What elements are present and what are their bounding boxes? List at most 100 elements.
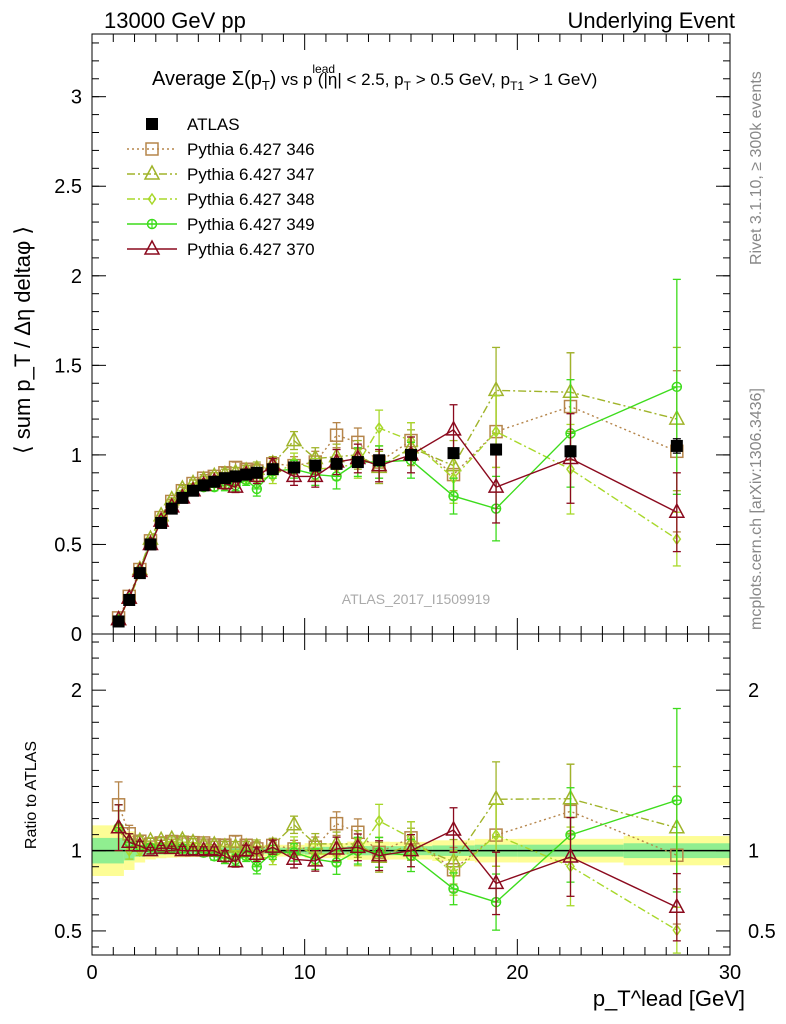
main-ytick-label: 0: [71, 624, 82, 646]
legend-item: ATLAS: [146, 115, 240, 134]
legend: ATLAS Pythia 6.427 346 Pythia 6.427 347 Pyt…: [127, 115, 315, 259]
data-point: [668, 897, 686, 913]
series-atlas: [112, 438, 683, 628]
data-point: [670, 439, 683, 452]
data-point: [349, 837, 367, 854]
data-point: [197, 479, 210, 492]
data-point: [112, 615, 125, 628]
data-point: [490, 443, 503, 456]
data-point: [187, 484, 200, 497]
header-right: Underlying Event: [567, 8, 735, 33]
data-point: [208, 475, 221, 488]
data-point: [124, 844, 134, 857]
data-point: [491, 425, 501, 438]
legend-item: Pythia 6.427 348: [127, 190, 315, 209]
data-point: [330, 457, 343, 470]
xtick-label: 10: [294, 962, 316, 984]
data-point: [144, 538, 157, 551]
legend-label: Pythia 6.427 346: [187, 140, 315, 159]
data-point: [206, 841, 223, 857]
ratio-ytick-label: 0.5: [54, 921, 82, 943]
data-point: [227, 852, 244, 868]
data-point: [329, 428, 344, 442]
ratio-ytick-label: 1: [71, 841, 82, 863]
legend-marker: [143, 164, 161, 180]
series-line: [117, 389, 678, 620]
data-point: [195, 841, 212, 857]
data-point: [227, 477, 244, 493]
data-point: [374, 814, 384, 828]
data-point: [351, 456, 364, 469]
data-point: [123, 593, 136, 606]
data-point: [251, 861, 263, 872]
legend-marker: [145, 142, 159, 156]
data-point: [216, 846, 234, 862]
data-point: [240, 468, 253, 481]
data-point: [120, 832, 138, 848]
data-point: [251, 483, 263, 495]
series-pythia-6-427-349: [113, 278, 683, 625]
data-point: [285, 849, 303, 866]
data-point: [285, 430, 303, 447]
data-point: [491, 828, 501, 842]
data-point: [668, 502, 686, 518]
data-point: [402, 841, 420, 857]
legend-marker: [143, 239, 161, 255]
data-point: [448, 490, 459, 502]
legend-label: Pythia 6.427 370: [187, 240, 315, 259]
data-point: [374, 421, 384, 435]
data-point: [184, 841, 202, 857]
data-point: [487, 873, 505, 890]
data-point: [237, 841, 255, 857]
series-line: [117, 405, 678, 619]
main-ylabel: ⟨ sum p_T / Δη deltaφ ⟩: [10, 226, 35, 454]
data-point: [264, 837, 282, 853]
main-ytick-label: 1: [71, 445, 82, 467]
xtick-label: 30: [719, 962, 741, 984]
ratio-ylabel: Ratio to ATLAS: [23, 741, 40, 849]
data-point: [229, 470, 242, 483]
data-point: [671, 794, 683, 806]
data-point: [285, 815, 303, 831]
legend-marker: [147, 192, 157, 206]
xtick-label: 20: [506, 962, 528, 984]
data-point: [671, 381, 683, 393]
data-point: [163, 838, 181, 855]
series-pythia-6-427-349: [113, 707, 683, 931]
main-panel: 0 0.5 1 1.5 2 2.5 3: [54, 33, 731, 646]
data-point: [250, 466, 263, 479]
ratio-ytick-label-right: 1: [748, 841, 759, 863]
data-point: [176, 491, 189, 504]
data-point: [266, 463, 279, 476]
series-pythia-6-427-370: [110, 804, 686, 942]
legend-item: Pythia 6.427 370: [127, 239, 315, 259]
data-point: [405, 448, 417, 461]
rivet-label: Rivet 3.1.10, ≥ 300k events: [748, 71, 765, 265]
data-point: [562, 847, 579, 863]
data-point: [131, 836, 149, 852]
series-line: [117, 386, 678, 620]
legend-label: Pythia 6.427 349: [187, 215, 315, 234]
main-ytick-label: 0.5: [54, 534, 82, 556]
ratio-frame: [91, 633, 731, 956]
chart-title: Average Σ(pT) vs plead (|η| < 2.5, pT > …: [152, 62, 597, 93]
data-point: [133, 567, 146, 580]
legend-item: Pythia 6.427 347: [127, 164, 315, 184]
legend-label: Pythia 6.427 348: [187, 190, 315, 209]
data-point: [487, 477, 505, 493]
legend-marker: [146, 218, 158, 230]
data-point: [309, 459, 322, 472]
data-point: [445, 420, 462, 436]
main-ytick-label: 1.5: [54, 355, 82, 377]
legend-item: Pythia 6.427 349: [127, 215, 315, 234]
ratio-ytick-label-right: 2: [748, 680, 759, 702]
data-point: [110, 818, 127, 834]
data-point: [285, 466, 303, 483]
data-point: [307, 466, 324, 483]
ratio-ytick-label: 2: [71, 680, 82, 702]
data-point: [248, 844, 266, 860]
header-left: 13000 GeV pp: [104, 8, 246, 33]
legend-item: Pythia 6.427 346: [127, 140, 315, 159]
